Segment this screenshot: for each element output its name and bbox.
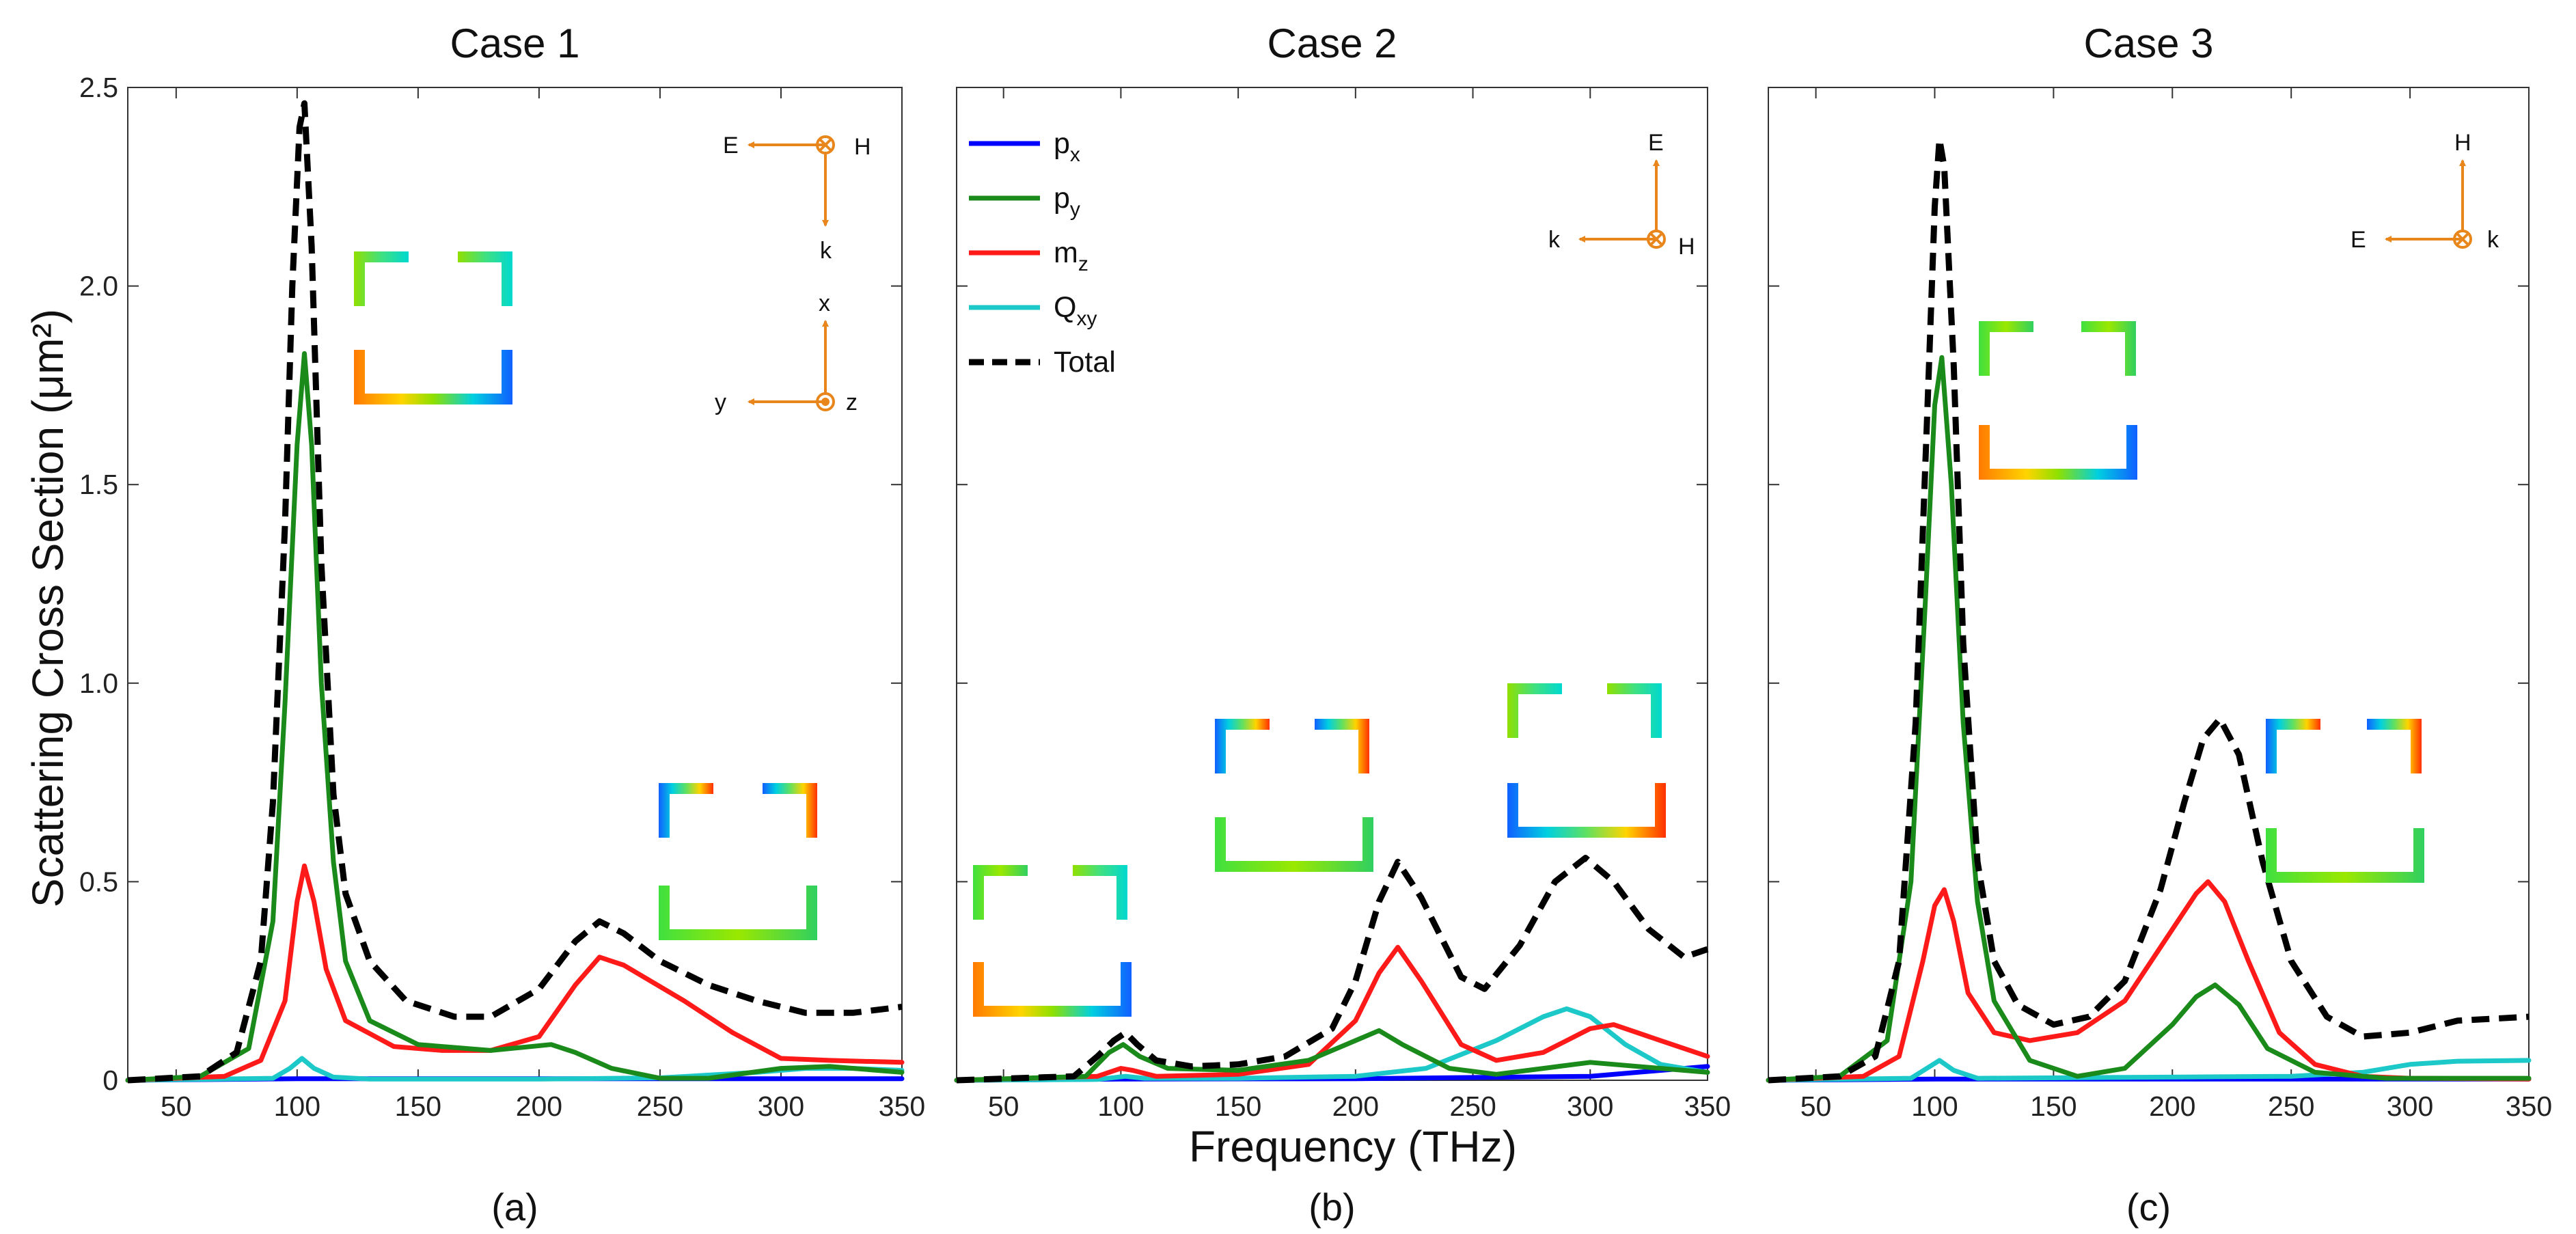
y-tick-label: 2.0 [79,271,118,302]
panel-case-2: 50 100 150 200 250 300 350 Case 2 (b) [954,20,1731,1229]
coord-system-case-1-bottom [748,320,835,411]
x-tick-label: 150 [395,1091,441,1122]
coord-label-z: z [846,389,858,415]
field-inset-case-1-a [354,251,512,405]
panel-title: Case 2 [1267,20,1397,66]
field-inset-case-2-b [1215,719,1373,872]
x-tick-label: 150 [2030,1091,2077,1122]
coord-label-E-case2: E [1648,130,1664,156]
x-tick-label: 100 [1097,1091,1144,1122]
series-line-mz [954,944,1710,1083]
series-line-mz [1766,879,2532,1083]
x-tick-label: 200 [516,1091,562,1122]
x-tick-label: 350 [2506,1091,2552,1122]
panel-case-1: 50 100 150 200 250 300 350 0 0.5 1.0 1.5 2.0 2.5 Case… [79,20,925,1229]
panel-case-3: 50 100 150 200 250 300 350 Case 3 (c) [1766,20,2552,1229]
field-inset-case-3-a [1979,321,2137,480]
plot-frame [1768,87,2530,1081]
coord-system-case-2 [1578,159,1666,249]
series-line-qxy [954,1006,1710,1083]
y-tick-label: 2.5 [79,72,118,103]
coord-label-H-case3: H [2454,130,2471,156]
y-tick-label: 1.0 [79,668,118,699]
x-tick-label: 50 [988,1091,1019,1122]
coord-label-y: y [715,389,726,415]
series-line-total [127,100,903,1084]
series-line-py [954,1028,1710,1083]
panel-sublabel: (c) [2126,1185,2171,1229]
legend-label-total: Total [1054,346,1116,379]
x-tick-label: 100 [274,1091,320,1122]
x-tick-label: 300 [2387,1091,2433,1122]
panel-title: Case 3 [2083,20,2213,66]
x-tick-label: 300 [758,1091,804,1122]
panel-title: Case 1 [450,20,579,66]
x-tick-label: 250 [637,1091,683,1122]
panel-sublabel: (a) [491,1185,538,1229]
field-inset-case-2-c [1507,683,1666,838]
x-tick-label: 250 [2268,1091,2314,1122]
x-tick-label: 150 [1215,1091,1261,1122]
panel-sublabel: (b) [1308,1185,1355,1229]
x-tick-label: 350 [879,1091,925,1122]
coord-system-case-3 [2385,159,2472,249]
y-axis-label: Scattering Cross Section (μm²) [23,309,72,907]
y-tick-label: 1.5 [79,469,118,500]
coord-system-case-1-top [748,135,835,227]
coord-label-k-case2: k [1548,227,1561,253]
series-line-total [1768,136,2530,1084]
plot-frame [127,87,903,1081]
legend-label-px: px [1054,127,1080,166]
y-tick-label: 0.5 [79,866,118,897]
x-tick-label: 100 [1911,1091,1958,1122]
field-inset-case-3-b [2266,719,2424,883]
coord-label-x: x [819,290,830,316]
series-line-total [956,855,1709,1084]
x-tick-label: 200 [2149,1091,2195,1122]
x-axis-label: Frequency (THz) [1189,1122,1517,1171]
series-line-py [1766,355,2532,1083]
legend-label-py: py [1054,182,1080,221]
legend-label-mz: mz [1054,236,1088,275]
coord-label-k-case3: k [2487,227,2499,253]
x-tick-label: 200 [1332,1091,1379,1122]
x-tick-label: 300 [1567,1091,1613,1122]
series-line-mz [125,863,905,1083]
field-inset-case-1-b [659,783,817,940]
x-tick-label: 250 [1449,1091,1496,1122]
coord-label-k: k [820,238,832,264]
x-tick-label: 50 [1800,1091,1832,1122]
coord-label-H-case2: H [1678,234,1695,260]
x-tick-label: 50 [161,1091,192,1122]
field-inset-case-2-a [973,865,1132,1017]
coord-label-E: E [723,133,739,159]
y-tick-label: 0 [102,1065,118,1096]
coord-label-E-case3: E [2351,227,2366,253]
series-line-py [125,351,905,1083]
x-tick-label: 350 [1684,1091,1731,1122]
coord-label-H: H [854,134,871,160]
